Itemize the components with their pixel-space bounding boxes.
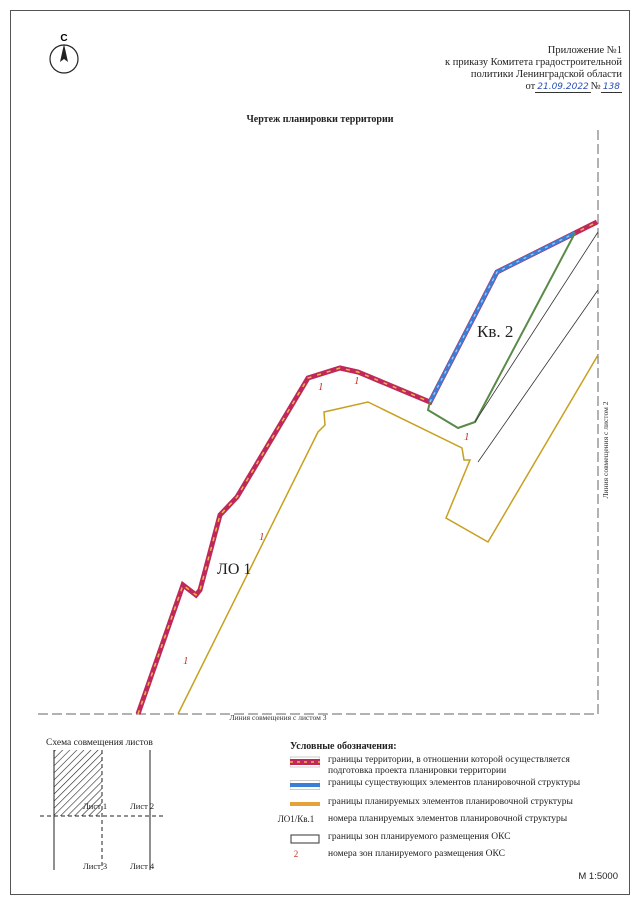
oks-zone-line-2: [477, 289, 599, 463]
legend-text: номера зон планируемого размещения ОКС: [328, 849, 505, 859]
appendix-number: 138: [600, 82, 622, 93]
block-label: Кв. 2: [477, 322, 513, 341]
lo-label: ЛО 1: [217, 561, 251, 578]
zone-label: 1: [464, 431, 470, 443]
date-prefix: от: [525, 81, 536, 92]
sheet-frame: [10, 10, 630, 895]
appendix-header: Приложение №1 к приказу Комитета градост…: [445, 45, 622, 93]
drawing-title: Чертеж планировки территории: [246, 114, 394, 125]
legend-text: номера планируемых элементов планировочн…: [328, 814, 568, 824]
appendix-date: 21.09.2022: [535, 82, 591, 93]
quarter-boundary: [426, 232, 576, 430]
zone-label: 1: [318, 381, 324, 393]
legend-title: Условные обозначения:: [290, 741, 397, 752]
sheet-label: Лист 2: [130, 801, 154, 811]
zone-label: 1: [259, 531, 265, 543]
sheet-label: Лист 3: [83, 861, 107, 871]
appendix-line-3: политики Ленинградской области: [470, 69, 622, 80]
existing-elements-boundary: [428, 231, 576, 403]
element-number-sample: ЛО1/Кв.1: [277, 814, 315, 824]
oks-zone-icon: [290, 834, 320, 844]
legend-text: подготовка проекта планировки территории: [328, 766, 507, 776]
oks-zone-line: [474, 231, 599, 423]
planned-elements-icon: [290, 802, 320, 806]
scale-label: М 1:5000: [578, 871, 618, 882]
legend-text: границы планируемых элементов планировоч…: [328, 797, 573, 807]
match-line-right-label: Линия совмещения с листом 2: [601, 401, 610, 498]
sheet-label: Лист 4: [130, 861, 155, 871]
north-arrow-icon: С: [49, 33, 79, 74]
oks-number-sample: 2: [293, 849, 299, 859]
north-letter: С: [60, 33, 67, 44]
territory-boundary-icon: [290, 756, 320, 768]
sheet-scheme: Лист 1 Лист 2 Лист 3 Лист 4: [40, 750, 164, 871]
planned-elements-boundary: [177, 354, 599, 715]
legend-text: границы существующих элементов планирово…: [328, 778, 581, 788]
appendix-line-1: Приложение №1: [547, 45, 622, 56]
territory-boundary: [135, 219, 599, 715]
sheet-1-hatch: [54, 750, 102, 816]
sheet-label: Лист 1: [83, 801, 107, 811]
zone-label: 1: [183, 655, 189, 667]
legend-text: границы территории, в отношении которой …: [328, 755, 570, 765]
existing-elements-icon: [290, 780, 320, 790]
legend-text: границы зон планируемого размещения ОКС: [328, 832, 511, 842]
appendix-date-line: от 21.09.2022 № 138: [445, 81, 622, 93]
number-prefix: №: [590, 81, 601, 92]
zone-label: 1: [354, 375, 360, 387]
match-line-bottom-label: Линия совмещения с листом 3: [230, 713, 327, 722]
scheme-title: Схема совмещения листов: [46, 738, 153, 748]
appendix-line-2: к приказу Комитета градостроительной: [445, 57, 622, 68]
